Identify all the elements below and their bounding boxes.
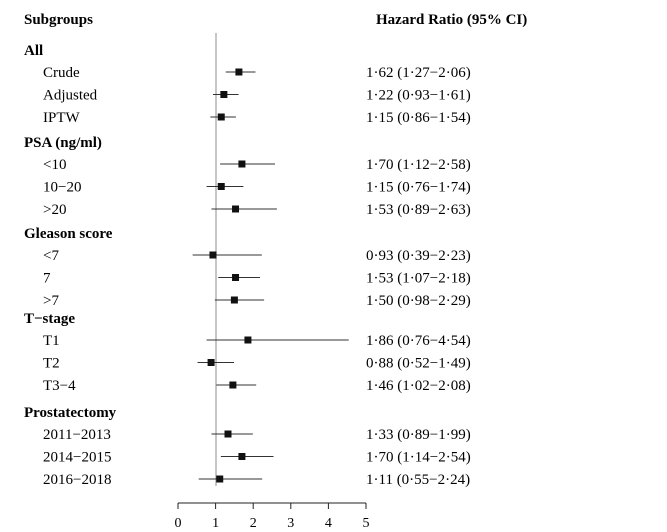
x-tick-label: 0 xyxy=(175,516,182,531)
hr-marker xyxy=(232,274,240,281)
x-tick-label: 1 xyxy=(212,516,219,531)
group-label: All xyxy=(24,43,43,59)
hr-ci-text: 1·70 (1·12−2·58) xyxy=(366,157,471,173)
hr-marker xyxy=(217,183,225,190)
subgroup-label: IPTW xyxy=(43,110,81,126)
hr-marker xyxy=(235,68,243,76)
hr-ci-text: 1·33 (0·89−1·99) xyxy=(366,427,471,443)
hr-marker xyxy=(224,430,232,438)
subgroup-label: 2011−2013 xyxy=(43,427,111,443)
x-tick-label: 2 xyxy=(250,516,257,531)
hr-ci-text: 1·11 (0·55−2·24) xyxy=(366,472,470,488)
hr-ci-text: 1·70 (1·14−2·54) xyxy=(366,450,471,466)
hr-ci-text: 0·93 (0·39−2·23) xyxy=(366,248,471,264)
subgroup-label: 7 xyxy=(43,271,51,287)
subgroup-label: 2014−2015 xyxy=(43,450,111,466)
hr-marker xyxy=(207,359,215,366)
x-tick-label: 4 xyxy=(325,516,332,531)
hr-ci-text: 1·53 (0·89−2·63) xyxy=(366,202,471,218)
group-label: PSA (ng/ml) xyxy=(24,135,102,151)
x-axis: 0 1 2 3 4 5 xyxy=(175,502,370,531)
hr-ci-text: 1·50 (0·98−2·29) xyxy=(366,293,471,309)
subgroup-label: T2 xyxy=(43,356,60,372)
hr-ci-text: 1·15 (0·86−1·54) xyxy=(366,110,471,126)
subgroup-label: <10 xyxy=(43,157,66,173)
hr-ci-text: 1·86 (0·76−4·54) xyxy=(366,333,471,349)
hr-marker xyxy=(230,296,238,304)
hr-marker xyxy=(232,205,240,213)
subgroup-label: T1 xyxy=(43,333,60,349)
hazard-ratio-header: Hazard Ratio (95% CI) xyxy=(376,12,527,28)
subgroup-label: >20 xyxy=(43,202,66,218)
hr-ci-text: 1·62 (1·27−2·06) xyxy=(366,65,471,81)
hr-marker xyxy=(244,336,252,344)
subgroup-label: <7 xyxy=(43,248,59,264)
hr-marker xyxy=(217,113,225,121)
subgroup-label: Adjusted xyxy=(43,88,98,104)
hr-marker xyxy=(238,453,246,460)
hr-ci-text: 1·53 (1·07−2·18) xyxy=(366,271,471,287)
group-label: Prostatectomy xyxy=(24,405,117,421)
subgroup-label: 2016−2018 xyxy=(43,472,111,488)
x-tick-label: 5 xyxy=(363,516,370,531)
subgroup-label: T3−4 xyxy=(43,378,76,394)
hr-ci-text: 0·88 (0·52−1·49) xyxy=(366,356,471,372)
hr-marker xyxy=(220,91,228,98)
subgroup-label: >7 xyxy=(43,293,59,309)
hr-marker xyxy=(209,251,217,259)
hr-marker xyxy=(216,475,224,483)
subgroups-header: Subgroups xyxy=(24,12,93,28)
subgroup-label: 10−20 xyxy=(43,180,81,196)
group-label: T−stage xyxy=(24,311,75,327)
group-label: Gleason score xyxy=(24,226,113,242)
hr-marker xyxy=(229,381,237,389)
hr-ci-text: 1·22 (0·93−1·61) xyxy=(366,88,471,104)
hr-ci-text: 1·15 (0·76−1·74) xyxy=(366,180,471,196)
x-tick-label: 3 xyxy=(287,516,294,531)
hr-marker xyxy=(238,160,246,168)
subgroup-label: Crude xyxy=(43,65,80,81)
hr-ci-text: 1·46 (1·02−2·08) xyxy=(366,378,471,394)
